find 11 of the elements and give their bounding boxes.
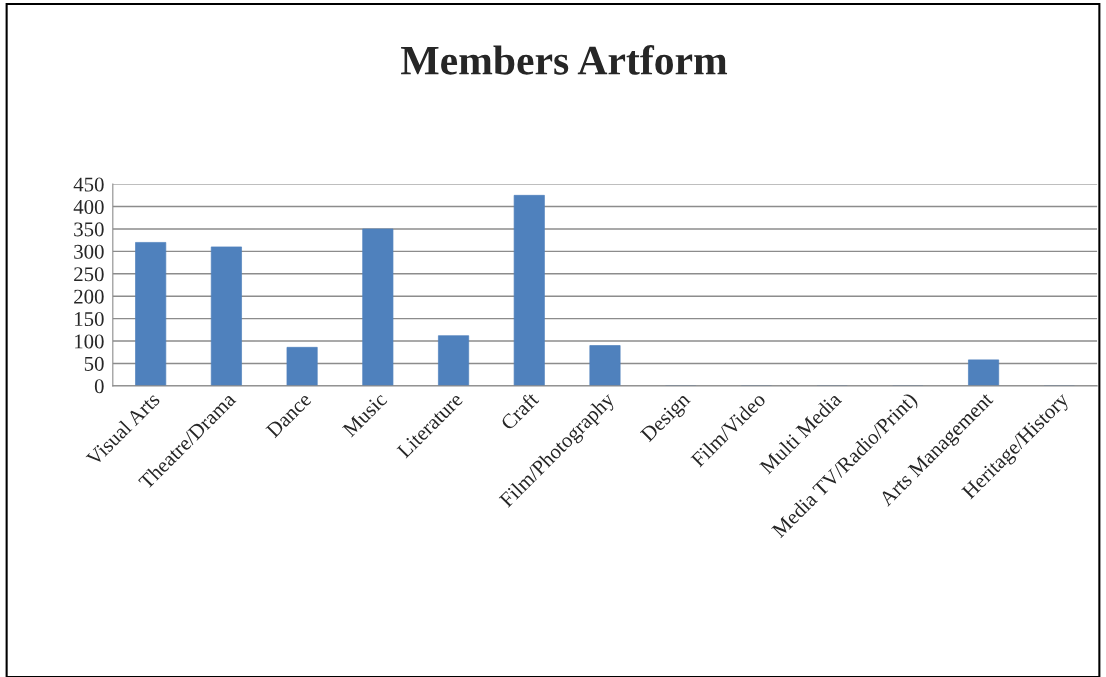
y-tick-label: 0 bbox=[94, 379, 104, 394]
y-tick-label: 50 bbox=[84, 356, 104, 371]
y-tick-label: 250 bbox=[74, 267, 104, 282]
y-tick-label: 300 bbox=[74, 244, 104, 259]
y-tick-label: 350 bbox=[74, 222, 104, 237]
y-tick-label: 400 bbox=[73, 199, 104, 214]
y-tick-label: 450 bbox=[73, 177, 104, 192]
chart-title: Members Artform bbox=[401, 45, 728, 75]
y-tick-label: 150 bbox=[75, 312, 104, 327]
y-tick-label: 100 bbox=[75, 334, 104, 349]
y-tick-label: 200 bbox=[74, 289, 104, 304]
